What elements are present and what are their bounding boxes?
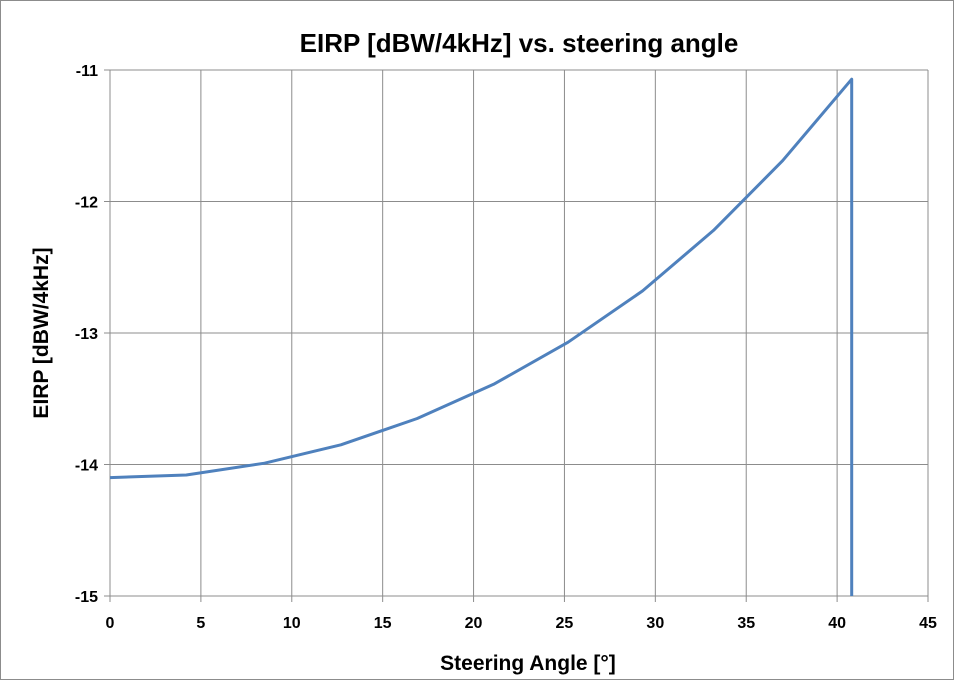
y-tick-label: -14 [75, 458, 98, 475]
chart-title: EIRP [dBW/4kHz] vs. steering angle [300, 28, 739, 58]
grid [110, 69, 929, 596]
series-line [109, 77, 854, 596]
y-tick-labels: -11 -12 -13 -14 -15 [75, 63, 98, 606]
x-tick-label: 5 [196, 615, 205, 632]
x-tick-label: 45 [919, 615, 937, 632]
y-tick-label: -12 [75, 195, 98, 212]
x-tick-labels: 0 5 10 15 20 25 30 35 40 45 [106, 615, 937, 632]
y-axis-label: EIRP [dBW/4kHz] [30, 247, 53, 418]
y-tick-label: -13 [75, 326, 98, 343]
y-tick-label: -11 [76, 63, 98, 80]
x-tick-label: 30 [646, 615, 664, 632]
x-tick-label: 15 [374, 615, 392, 632]
x-tick-label: 20 [465, 615, 483, 632]
y-tick-label: -15 [75, 589, 98, 606]
x-tick-label: 0 [106, 615, 115, 632]
x-tick-label: 25 [556, 615, 574, 632]
x-axis-label: Steering Angle [°] [440, 652, 616, 675]
x-tick-label: 40 [828, 615, 846, 632]
x-tick-label: 10 [283, 615, 301, 632]
series-group [109, 77, 854, 596]
x-tick-label: 35 [737, 615, 755, 632]
axes [104, 69, 929, 602]
